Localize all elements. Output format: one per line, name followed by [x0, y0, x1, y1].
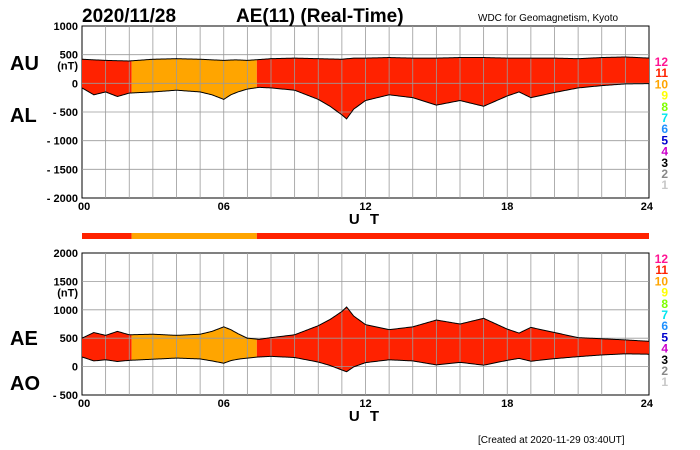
- station-bar-segment-11: [256, 233, 649, 239]
- unit-label: (nT): [57, 287, 78, 299]
- y-tick-label: 1000: [54, 305, 78, 317]
- legend-item-12: 12: [655, 55, 669, 69]
- legend-item-6: 6: [661, 319, 668, 333]
- source-label: WDC for Geomagnetism, Kyoto: [478, 13, 618, 24]
- legend-item-5: 5: [661, 330, 668, 344]
- y-tick-label: - 2000: [47, 193, 78, 205]
- y-tick-label: - 1000: [47, 136, 78, 148]
- legend-item-5: 5: [661, 133, 668, 147]
- x-tick-label: 06: [218, 398, 230, 410]
- y-tick-label: 0: [72, 78, 78, 90]
- x-tick-label: 12: [359, 398, 371, 410]
- x-tick-label: 18: [501, 201, 513, 213]
- x-tick-label: 24: [641, 398, 654, 410]
- legend-item-10: 10: [655, 274, 669, 288]
- y-tick-label: - 500: [53, 390, 78, 402]
- y-tick-label: 2000: [54, 248, 78, 260]
- series-line-ae: [81, 306, 650, 342]
- legend-item-2: 2: [661, 364, 668, 378]
- legend-item-7: 7: [661, 111, 668, 125]
- y-tick-label: 1000: [54, 21, 78, 33]
- x-tick-label: 24: [641, 201, 654, 213]
- series-line-ao: [81, 353, 650, 373]
- x-axis-label: U T: [349, 211, 382, 228]
- legend-item-4: 4: [661, 342, 668, 356]
- au-al-panel: 1000 500 0 - 500 - 1000 - 1500 - 2000 (nT) 00 06 1…: [10, 21, 654, 228]
- y-tick-label: - 500: [53, 107, 78, 119]
- station-count-bar: [82, 233, 649, 239]
- y-tick-label: 0: [72, 362, 78, 374]
- legend-item-1: 1: [661, 375, 668, 389]
- chart-title: AE(11) (Real-Time): [236, 6, 404, 27]
- ae-ao-panel: 2000 1500 1000 500 0 - 500 (nT) 00 06 12 18 24 U T AE…: [10, 248, 654, 425]
- legend-item-8: 8: [661, 297, 668, 311]
- legend-item-2: 2: [661, 167, 668, 181]
- created-timestamp: [Created at 2020-11-29 03:40UT]: [478, 435, 625, 446]
- legend-item-3: 3: [661, 156, 668, 170]
- legend-item-9: 9: [661, 286, 668, 300]
- x-tick-label: 00: [78, 398, 90, 410]
- series-name-au: AU: [10, 53, 39, 75]
- y-tick-label: 500: [60, 50, 78, 62]
- legend-item-4: 4: [661, 145, 668, 159]
- x-tick-label: 18: [501, 398, 513, 410]
- legend-item-10: 10: [655, 77, 669, 91]
- series-name-ae: AE: [10, 328, 38, 350]
- x-tick-label: 06: [218, 201, 230, 213]
- x-axis-label: U T: [349, 408, 382, 425]
- unit-label: (nT): [57, 61, 78, 73]
- date-label: 2020/11/28: [82, 6, 176, 27]
- x-tick-label: 12: [359, 201, 371, 213]
- legend-item-3: 3: [661, 353, 668, 367]
- series-name-ao: AO: [10, 373, 40, 395]
- series-name-al: AL: [10, 105, 37, 127]
- series-line-au: [81, 56, 650, 62]
- legend-item-12: 12: [655, 252, 669, 266]
- station-bar-segment-11: [82, 233, 132, 239]
- legend-item-9: 9: [661, 89, 668, 103]
- series-line-al: [81, 83, 650, 120]
- legend-item-6: 6: [661, 122, 668, 136]
- legend-item-8: 8: [661, 100, 668, 114]
- legend-item-11: 11: [655, 263, 668, 277]
- y-tick-label: - 1500: [47, 164, 78, 176]
- y-tick-label: 500: [60, 333, 78, 345]
- station-bar-segment-10: [131, 233, 257, 239]
- x-tick-label: 00: [78, 201, 90, 213]
- legend-item-1: 1: [661, 178, 668, 192]
- legend-item-7: 7: [661, 308, 668, 322]
- y-tick-label: 1500: [54, 276, 78, 288]
- legend-item-11: 11: [655, 66, 668, 80]
